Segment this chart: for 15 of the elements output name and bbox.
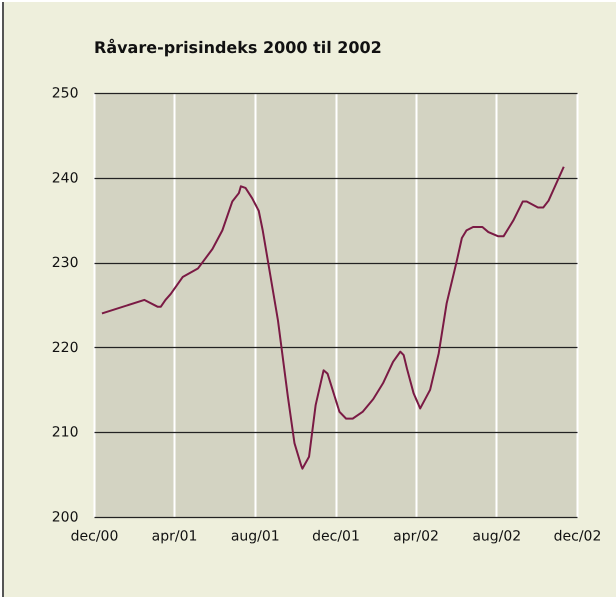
y-tick-label: 220 <box>52 340 78 356</box>
y-tick-label: 200 <box>52 510 78 526</box>
x-tick-label: apr/02 <box>393 528 439 544</box>
x-tick-label: aug/02 <box>472 528 522 544</box>
y-tick-label: 240 <box>52 170 78 186</box>
x-tick-label: dec/02 <box>554 528 602 544</box>
y-tick-label: 210 <box>52 424 78 441</box>
y-tick-label: 230 <box>52 255 78 272</box>
x-tick-label: apr/01 <box>152 528 198 544</box>
x-tick-label: dec/01 <box>312 528 360 544</box>
x-tick-label: aug/01 <box>230 528 280 544</box>
line-series <box>100 166 565 470</box>
chart-title: Råvare-prisindeks 2000 til 2002 <box>94 38 382 57</box>
x-tick-label: dec/00 <box>70 528 118 544</box>
y-tick-label: 250 <box>52 86 78 102</box>
